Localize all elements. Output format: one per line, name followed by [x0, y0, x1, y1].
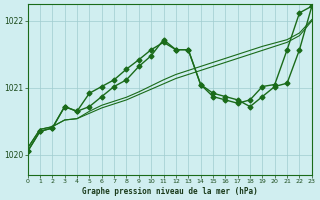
X-axis label: Graphe pression niveau de la mer (hPa): Graphe pression niveau de la mer (hPa)	[82, 187, 258, 196]
